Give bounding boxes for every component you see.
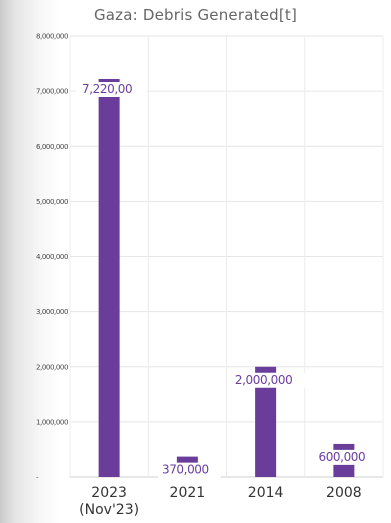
y-tick-label: 7,000,000 bbox=[36, 88, 68, 96]
data-label: 2,000,000 bbox=[235, 373, 292, 387]
y-tick-label: 1,000,000 bbox=[36, 418, 68, 426]
category-label: 2008 bbox=[326, 485, 362, 501]
data-label: 370,000 bbox=[162, 463, 209, 477]
category-label: 2014 bbox=[248, 485, 284, 501]
y-tick-label: - bbox=[36, 474, 39, 482]
y-tick-label: 4,000,000 bbox=[36, 253, 68, 261]
y-tick-label: 8,000,000 bbox=[36, 33, 68, 41]
data-label: 7,220,00 bbox=[82, 82, 132, 96]
y-tick-label: 6,000,000 bbox=[36, 143, 68, 151]
category-label: 2021 bbox=[170, 485, 206, 501]
bar bbox=[99, 79, 120, 477]
y-tick-label: 2,000,000 bbox=[36, 363, 68, 371]
y-tick-label: 5,000,000 bbox=[36, 198, 68, 206]
data-label: 600,000 bbox=[318, 450, 365, 464]
category-label: 2023 (Nov'23) bbox=[79, 485, 139, 518]
y-tick-label: 3,000,000 bbox=[36, 308, 68, 316]
